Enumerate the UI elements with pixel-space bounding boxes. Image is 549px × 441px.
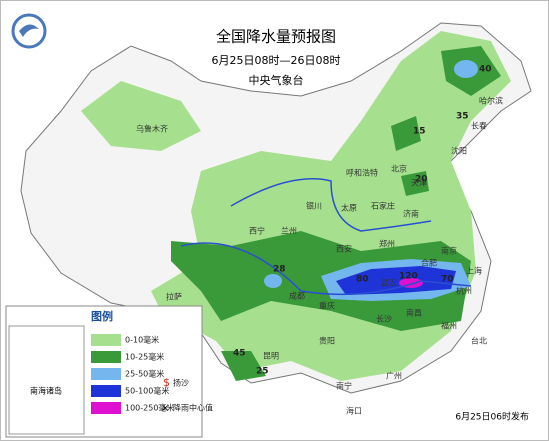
center-value: 70 <box>441 275 454 285</box>
period: 6月25日08时—26日08时 <box>212 54 341 67</box>
legend-label: 降雨中心值 <box>173 403 213 413</box>
legend-swatch <box>91 385 121 397</box>
city: 上海 <box>466 266 482 276</box>
city: 沈阳 <box>451 146 467 156</box>
cities: 乌鲁木齐 哈尔滨 长春 沈阳 呼和浩特 北京 天津 石家庄 太原 济南 银川 兰… <box>136 96 503 416</box>
city: 南宁 <box>336 381 352 391</box>
city: 昆明 <box>263 352 279 361</box>
legend-label: 10-25毫米 <box>125 352 164 362</box>
rain-area-heavy <box>391 116 421 151</box>
city: 天津 <box>411 178 427 188</box>
city: 西宁 <box>249 226 265 236</box>
logo <box>11 13 47 49</box>
rain-centers: 40 35 15 20 28 80 120 70 45 25 <box>233 65 492 377</box>
center-value: 35 <box>456 112 469 122</box>
city: 银川 <box>306 201 322 211</box>
center-value: 45 <box>233 349 246 359</box>
legend-swatch <box>91 334 121 346</box>
city: 成都 <box>289 291 305 301</box>
legend-label: 25-50毫米 <box>125 369 164 379</box>
inset-label: 南海诸岛 <box>30 386 62 396</box>
footer: 6月25日06时发布 <box>455 411 529 423</box>
city: 石家庄 <box>371 201 395 211</box>
logo-mark <box>19 24 39 37</box>
city: 贵阳 <box>319 336 335 346</box>
city: 拉萨 <box>166 292 182 302</box>
rain-area-50-100 <box>336 266 456 295</box>
rain-area-heavy <box>221 351 266 381</box>
city: 北京 <box>391 164 407 174</box>
city: 长沙 <box>376 314 392 324</box>
city: 哈尔滨 <box>479 96 503 106</box>
city: 太原 <box>341 203 357 213</box>
center-value: 20 <box>415 175 428 185</box>
legend-label: 扬沙 <box>173 378 189 388</box>
city: 南京 <box>441 246 457 256</box>
city: 郑州 <box>379 239 395 249</box>
legend-swatch <box>91 368 121 380</box>
legend-swatch <box>91 351 121 363</box>
inset-box <box>8 325 85 435</box>
center-value: 120 <box>399 272 418 282</box>
city: 长春 <box>471 121 487 131</box>
city: 福州 <box>441 322 457 331</box>
center-icon: × <box>161 403 169 414</box>
city: 台北 <box>471 336 487 346</box>
city: 杭州 <box>456 286 472 296</box>
sand-icon: $ <box>163 376 170 389</box>
river <box>180 242 472 296</box>
city: 武汉 <box>381 278 397 288</box>
city: 济南 <box>403 209 419 219</box>
rain-area-25-50 <box>454 60 478 78</box>
city: 西安 <box>336 244 352 254</box>
legend-label: 100-250毫米 <box>125 403 174 413</box>
city: 合肥 <box>421 258 437 268</box>
rain-area-heavy <box>401 171 429 196</box>
center-value: 25 <box>256 367 269 377</box>
title: 全国降水量预报图 <box>216 28 336 46</box>
legend-label: 0-10毫米 <box>125 335 159 345</box>
center-value: 80 <box>356 275 369 285</box>
center-value: 28 <box>273 265 286 275</box>
agency: 中央气象台 <box>249 73 304 87</box>
legend-label: 50-100毫米 <box>125 386 169 396</box>
city: 海口 <box>346 406 362 416</box>
city: 呼和浩特 <box>346 168 378 178</box>
rain-area <box>81 81 201 151</box>
city: 南昌 <box>406 308 422 318</box>
city: 兰州 <box>281 226 297 236</box>
city: 广州 <box>386 371 402 381</box>
center-value: 40 <box>479 65 492 75</box>
city: 乌鲁木齐 <box>136 124 168 134</box>
center-value: 15 <box>413 127 426 137</box>
legend-swatch <box>91 402 121 414</box>
rain-area-heavy <box>171 231 471 331</box>
city: 重庆 <box>319 301 335 311</box>
river <box>230 178 432 232</box>
rain-area-25-50 <box>264 274 282 288</box>
legend-title: 图例 <box>91 309 113 323</box>
